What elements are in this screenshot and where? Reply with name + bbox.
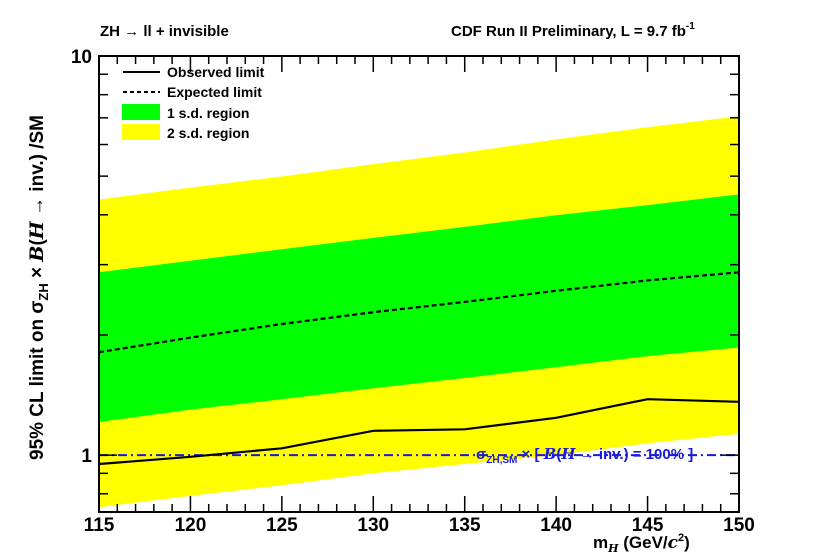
legend: Observed limit Expected limit 1 s.d. reg… (122, 64, 265, 141)
x-tick-label: 145 (632, 515, 664, 536)
header-right-text: CDF Run II Preliminary, L = 9.7 fb (451, 23, 686, 40)
ylabel-mid: × (27, 262, 48, 284)
header-left: ZH → ll + invisible (100, 23, 229, 40)
y-tick-label: 1 (81, 446, 92, 467)
ylabel-pre: 95% CL limit on σ (27, 301, 48, 460)
axis-tick-labels: 115 120 125 130 135 140 145 150 1 10 (71, 47, 755, 536)
legend-2sd-swatch (122, 124, 160, 140)
xlabel-units: (GeV/ (619, 533, 668, 552)
expected-limit-line (98, 271, 740, 354)
sm-sigma: σ (476, 446, 486, 463)
ylabel-post: → inv.) /SM (27, 115, 48, 221)
plot-frame (98, 55, 740, 513)
x-tick-label: 130 (357, 515, 389, 536)
xlabel-sup: 2 (678, 532, 684, 544)
legend-2sd-label: 2 s.d. region (167, 125, 249, 141)
sm-H: H (560, 445, 576, 463)
sm-reference-label: σZH,SM × [ B(H → inv.) = 100% ] (476, 445, 693, 466)
xlabel-m: m (593, 533, 608, 552)
ylabel-sub: ZH (36, 283, 51, 300)
legend-1sd-label: 1 s.d. region (167, 105, 249, 121)
xlabel-close: ) (684, 533, 690, 552)
legend-1sd-swatch (122, 104, 160, 120)
x-tick-label: 125 (266, 515, 298, 536)
observed-limit-line (98, 398, 740, 466)
x-tick-label: 135 (449, 515, 481, 536)
x-tick-label: 150 (723, 515, 755, 536)
sm-times: × [ (517, 446, 543, 463)
x-tick-label: 140 (540, 515, 572, 536)
x-tick-label: 115 (84, 515, 115, 536)
y-axis-label: 95% CL limit on σZH × B(H → inv.) /SM (26, 115, 51, 460)
sm-sub: ZH,SM (486, 455, 517, 466)
sm-B: B (543, 445, 557, 463)
legend-observed-label: Observed limit (167, 64, 265, 80)
series-layer (98, 271, 740, 466)
xlabel-sub: H (607, 542, 619, 555)
band-1sd (99, 194, 739, 422)
ylabel-H: H (26, 220, 48, 240)
ylabel-paren: ( (27, 239, 48, 246)
xlabel-c: c (668, 533, 679, 553)
sm-paren: ( (556, 446, 561, 463)
ylabel-B: B (26, 246, 48, 263)
bands-layer (99, 116, 739, 508)
x-axis-label: mH (GeV/c2) (593, 532, 690, 555)
legend-expected-label: Expected limit (167, 84, 262, 100)
y-tick-label: 10 (71, 47, 92, 68)
sm-post: → inv.) = 100% ] (576, 446, 694, 463)
x-tick-label: 120 (175, 515, 207, 536)
header-right: CDF Run II Preliminary, L = 9.7 fb-1 (451, 21, 695, 40)
header-right-sup: -1 (686, 21, 695, 32)
axis-ticks (98, 55, 740, 512)
